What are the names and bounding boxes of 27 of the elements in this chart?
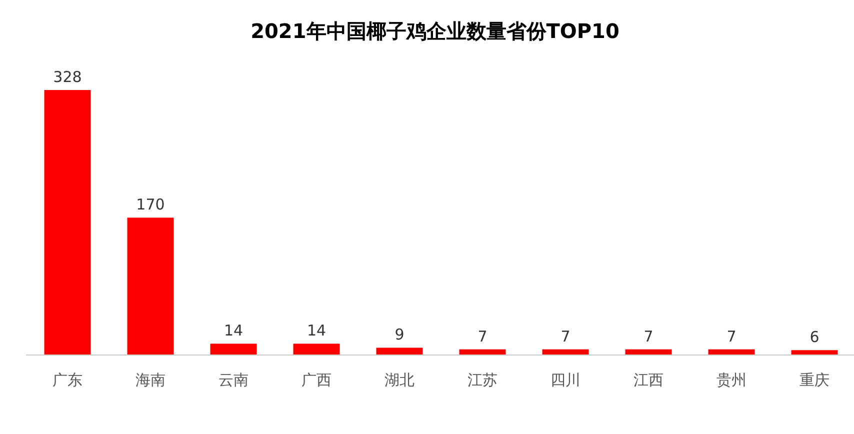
chart-title: 2021年中国椰子鸡企业数量省份TOP10 [250, 19, 620, 43]
data-label: 6 [810, 328, 820, 346]
x-tick-label: 云南 [218, 371, 248, 389]
data-label: 7 [478, 327, 488, 346]
x-tick-label: 江苏 [468, 371, 498, 389]
data-label: 170 [136, 196, 165, 214]
data-label: 328 [53, 68, 82, 86]
bar [127, 218, 174, 355]
bar [210, 344, 257, 355]
bar [376, 348, 423, 355]
data-label: 7 [560, 327, 570, 346]
x-tick-label: 湖北 [384, 371, 414, 389]
data-label: 14 [224, 322, 244, 340]
x-tick-label: 江西 [634, 371, 664, 389]
data-label: 7 [644, 327, 654, 346]
x-tick-label: 四川 [550, 371, 580, 389]
bar [44, 90, 91, 355]
data-label: 9 [394, 326, 404, 344]
x-tick-label: 重庆 [800, 371, 830, 389]
x-tick-label: 海南 [136, 371, 166, 389]
x-tick-label: 广东 [52, 371, 82, 389]
x-tick-label: 广西 [302, 371, 332, 389]
bar [791, 350, 838, 355]
data-label: 14 [306, 322, 326, 340]
data-label: 7 [726, 327, 736, 346]
bar [293, 344, 340, 355]
x-tick-label: 贵州 [716, 371, 746, 389]
